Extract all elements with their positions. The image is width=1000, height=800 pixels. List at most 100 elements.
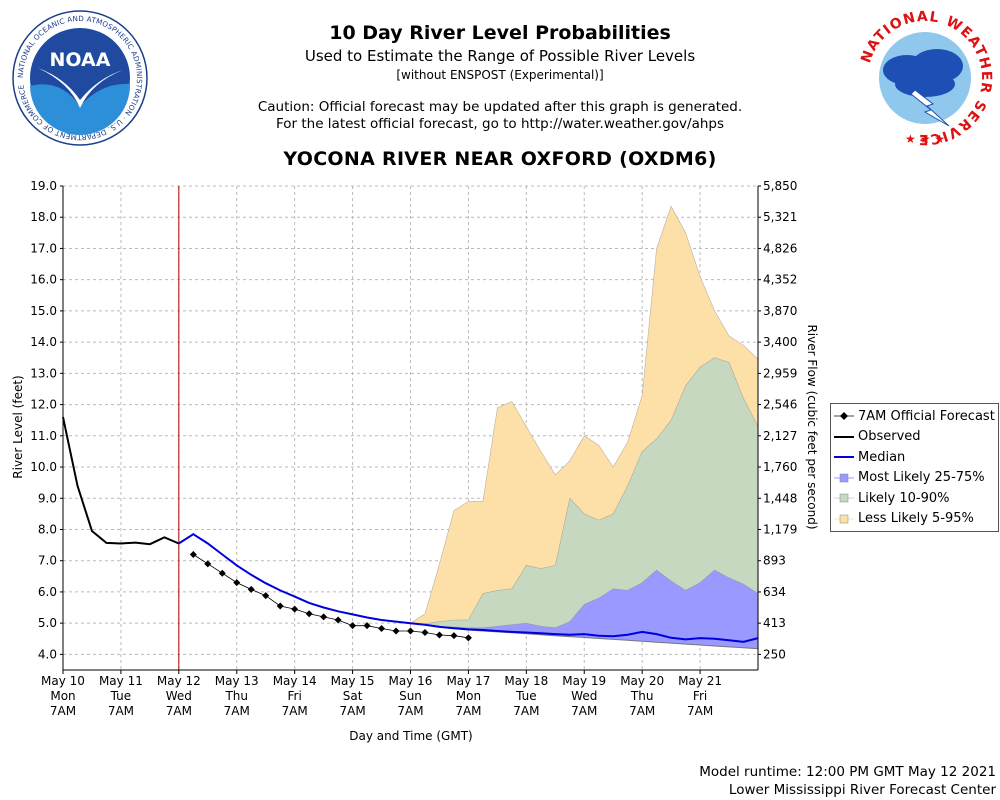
legend-label: 7AM Official Forecast (858, 408, 995, 424)
chart-title: 10 Day River Level Probabilities (329, 22, 671, 44)
y-tick-label: 6.0 (38, 585, 57, 599)
series-lines (62, 186, 759, 670)
legend-label: Likely 10-90% (858, 490, 950, 506)
x-tick-label-time: 7AM (108, 704, 134, 718)
official-forecast-point (378, 624, 386, 632)
median-line (178, 533, 759, 643)
x-tick-label-dow: Fri (288, 689, 302, 703)
x-tick-label-time: 7AM (166, 704, 192, 718)
official-forecast-point (291, 605, 299, 613)
legend-item-observed: Observed (831, 427, 998, 448)
x-tick-label-time: 7AM (224, 704, 250, 718)
y2-tick-label: 5,850 (763, 179, 797, 193)
svg-text:★ ★ ★: ★ ★ ★ (905, 132, 945, 146)
x-tick-label-date: May 16 (389, 674, 433, 688)
official-forecast-point (464, 634, 472, 642)
y2-tick-label: 4,826 (763, 241, 797, 255)
y2-tick-label: 893 (763, 554, 786, 568)
y-tick-label: 8.0 (38, 522, 57, 536)
x-tick-label-date: May 18 (504, 674, 548, 688)
model-runtime: Model runtime: 12:00 PM GMT May 12 2021 (699, 764, 996, 780)
band-25-75 (178, 534, 759, 649)
official-forecast-point (189, 550, 197, 558)
chart-note: [without ENSPOST (Experimental)] (396, 68, 604, 82)
y-tick-label: 7.0 (38, 554, 57, 568)
x-tick-label-dow: Tue (515, 689, 537, 703)
legend-item-official: 7AM Official Forecast (831, 406, 998, 427)
official-forecast-point (262, 592, 270, 600)
y-tick-label: 17.0 (30, 241, 57, 255)
y2-axis-label: River Flow (cubic feet per second) (805, 324, 819, 529)
y2-tick-label: 413 (763, 616, 786, 630)
x-tick-label-date: May 15 (331, 674, 375, 688)
y-tick-label: 15.0 (30, 304, 57, 318)
legend-item-band_5_95: Less Likely 5-95% (831, 509, 998, 530)
y2-tick-label: 3,400 (763, 335, 797, 349)
y-tick-label: 16.0 (30, 273, 57, 287)
chart-subtitle: Used to Estimate the Range of Possible R… (304, 47, 696, 65)
x-tick-label-dow: Tue (110, 689, 132, 703)
x-tick-label-time: 7AM (50, 704, 76, 718)
y2-tick-label: 2,959 (763, 366, 797, 380)
x-tick-label-time: 7AM (513, 704, 539, 718)
y2-tick-label: 2,127 (763, 429, 797, 443)
y2-tick-label: 634 (763, 585, 786, 599)
official-forecast-point (247, 585, 255, 593)
x-tick-label-date: May 19 (562, 674, 606, 688)
legend-swatch-observed (834, 430, 854, 444)
station-name: YOCONA RIVER NEAR OXFORD (OXDM6) (283, 148, 717, 170)
x-tick-label-date: May 17 (446, 674, 490, 688)
y2-tick-label: 2,546 (763, 398, 797, 412)
x-tick-label-time: 7AM (455, 704, 481, 718)
x-tick-label-time: 7AM (397, 704, 423, 718)
official-forecast-point (349, 622, 357, 630)
x-tick-label-dow: Thu (224, 689, 248, 703)
legend-item-band_10_90: Likely 10-90% (831, 488, 998, 509)
official-forecast-point (421, 629, 429, 637)
y-tick-label: 18.0 (30, 210, 57, 224)
legend-label: Median (858, 449, 906, 465)
x-tick-label-date: May 21 (678, 674, 722, 688)
y-tick-label: 11.0 (30, 429, 57, 443)
y-tick-label: 13.0 (30, 366, 57, 380)
official-forecast-point (233, 579, 241, 587)
official-forecast-point (276, 602, 284, 610)
caution-line-2: For the latest official forecast, go to … (275, 116, 725, 132)
official-forecast-point (363, 622, 371, 630)
legend: 7AM Official Forecast Observed Median Most … (830, 403, 999, 532)
official-forecast-point (218, 569, 226, 577)
x-tick-label-date: May 14 (273, 674, 317, 688)
x-tick-label-date: May 12 (157, 674, 201, 688)
legend-label: Observed (858, 429, 921, 445)
official-forecast-point (450, 632, 458, 640)
official-forecast-point (392, 627, 400, 635)
nws-logo: NATIONAL WEATHER SERVICE ★ ★ ★ (855, 8, 995, 152)
x-tick-label-time: 7AM (687, 704, 713, 718)
y-tick-label: 14.0 (30, 335, 57, 349)
forecast-center: Lower Mississippi River Forecast Center (728, 782, 996, 798)
y-tick-label: 9.0 (38, 491, 57, 505)
x-tick-label-date: May 11 (99, 674, 143, 688)
official-forecast-point (204, 560, 212, 568)
legend-label: Less Likely 5-95% (858, 511, 974, 527)
official-forecast-point (320, 613, 328, 621)
observed-line (62, 416, 180, 546)
x-tick-label-date: May 10 (41, 674, 85, 688)
x-tick-label-dow: Mon (50, 689, 75, 703)
legend-swatch-band_10_90 (834, 491, 854, 505)
caution-line-1: Caution: Official forecast may be update… (257, 99, 743, 115)
x-tick-label-dow: Wed (571, 689, 597, 703)
y-tick-label: 4.0 (38, 647, 57, 661)
x-tick-label-date: May 13 (215, 674, 259, 688)
x-tick-label-time: 7AM (282, 704, 308, 718)
official-forecast-point (334, 616, 342, 624)
x-tick-label-dow: Wed (166, 689, 192, 703)
x-tick-label-dow: Sat (343, 689, 363, 703)
legend-swatch-band_5_95 (834, 512, 854, 526)
x-axis-label: Day and Time (GMT) (349, 729, 472, 743)
x-tick-label-dow: Thu (630, 689, 654, 703)
y2-tick-label: 5,321 (763, 210, 797, 224)
x-tick-label-time: 7AM (629, 704, 655, 718)
y-tick-label: 10.0 (30, 460, 57, 474)
